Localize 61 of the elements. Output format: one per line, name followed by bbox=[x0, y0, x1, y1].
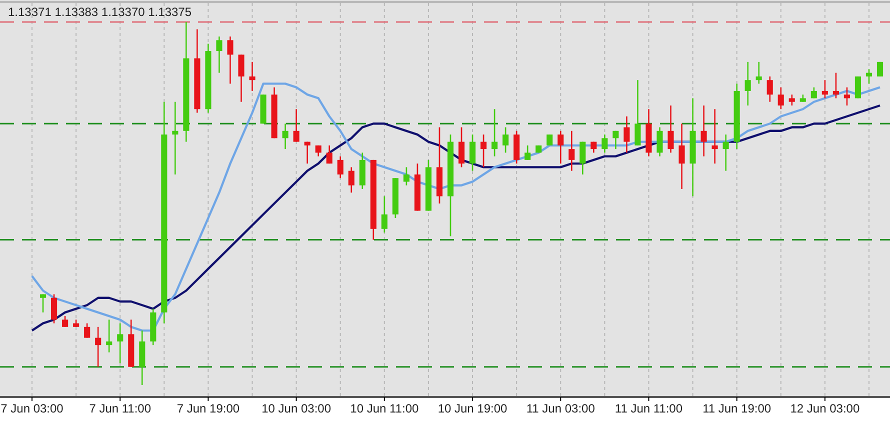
candlestick bbox=[348, 166, 354, 194]
candlestick bbox=[634, 79, 641, 146]
candlestick bbox=[832, 72, 839, 99]
candlestick bbox=[238, 54, 244, 103]
candlestick bbox=[117, 322, 124, 364]
candlestick bbox=[876, 61, 884, 78]
candlestick bbox=[326, 144, 332, 164]
candlestick bbox=[624, 116, 630, 154]
candlestick bbox=[458, 126, 465, 168]
candlestick bbox=[678, 122, 685, 190]
candlestick bbox=[40, 294, 46, 314]
candlestick bbox=[249, 61, 256, 92]
candlestick bbox=[282, 122, 288, 150]
candlestick bbox=[546, 134, 553, 146]
candlestick bbox=[822, 79, 828, 99]
candlestick bbox=[337, 156, 344, 179]
candlestick bbox=[172, 101, 178, 176]
candlestick bbox=[480, 134, 487, 168]
candlestick bbox=[568, 130, 575, 172]
candlestick bbox=[602, 134, 608, 154]
candlestick bbox=[722, 134, 729, 172]
x-tick-label: 11 Jun 11:00 bbox=[614, 402, 683, 416]
candlestick bbox=[50, 294, 58, 324]
candlestick bbox=[469, 134, 476, 172]
candlestick bbox=[95, 326, 102, 368]
candlestick bbox=[766, 76, 773, 103]
candlestick bbox=[403, 166, 410, 186]
candlestick bbox=[778, 86, 784, 110]
candlestick bbox=[700, 104, 707, 157]
candlestick bbox=[106, 319, 112, 353]
x-tick-label: 10 Jun 19:00 bbox=[438, 402, 508, 416]
candlestick bbox=[744, 61, 751, 106]
candlestick bbox=[524, 144, 531, 161]
x-tick-label: 10 Jun 11:00 bbox=[350, 402, 419, 416]
candlestick bbox=[558, 130, 564, 164]
candlestick bbox=[62, 315, 68, 328]
candlestick bbox=[293, 108, 300, 142]
candlestick bbox=[788, 94, 795, 106]
candlestick bbox=[84, 322, 90, 338]
candlestick bbox=[502, 126, 509, 154]
candlestick bbox=[304, 141, 310, 164]
candlestick bbox=[844, 86, 850, 106]
x-tick-label: 7 Jun 19:00 bbox=[176, 402, 240, 416]
candlestick bbox=[580, 141, 586, 176]
candlestick bbox=[656, 126, 663, 157]
text: 1.13371 1.13383 1.13370 1.13375 bbox=[8, 5, 192, 19]
candlestick bbox=[612, 130, 619, 150]
candlestick bbox=[381, 196, 388, 234]
x-tick-label: 11 Jun 03:00 bbox=[526, 402, 596, 416]
x-tick-label: 10 Jun 03:00 bbox=[262, 402, 332, 416]
x-tick-label: 12 Jun 03:00 bbox=[790, 402, 860, 416]
candlestick bbox=[227, 36, 234, 84]
candlestick bbox=[866, 68, 872, 84]
candlestick bbox=[756, 61, 762, 84]
x-tick-label: 7 Jun 11:00 bbox=[89, 402, 152, 416]
x-tick-label: 7 Jun 03:00 bbox=[0, 402, 64, 416]
candlestick bbox=[216, 36, 222, 74]
candlestick bbox=[712, 108, 718, 164]
x-tick-label: 11 Jun 19:00 bbox=[702, 402, 772, 416]
candlestick bbox=[668, 104, 674, 154]
candlestick bbox=[492, 108, 498, 157]
